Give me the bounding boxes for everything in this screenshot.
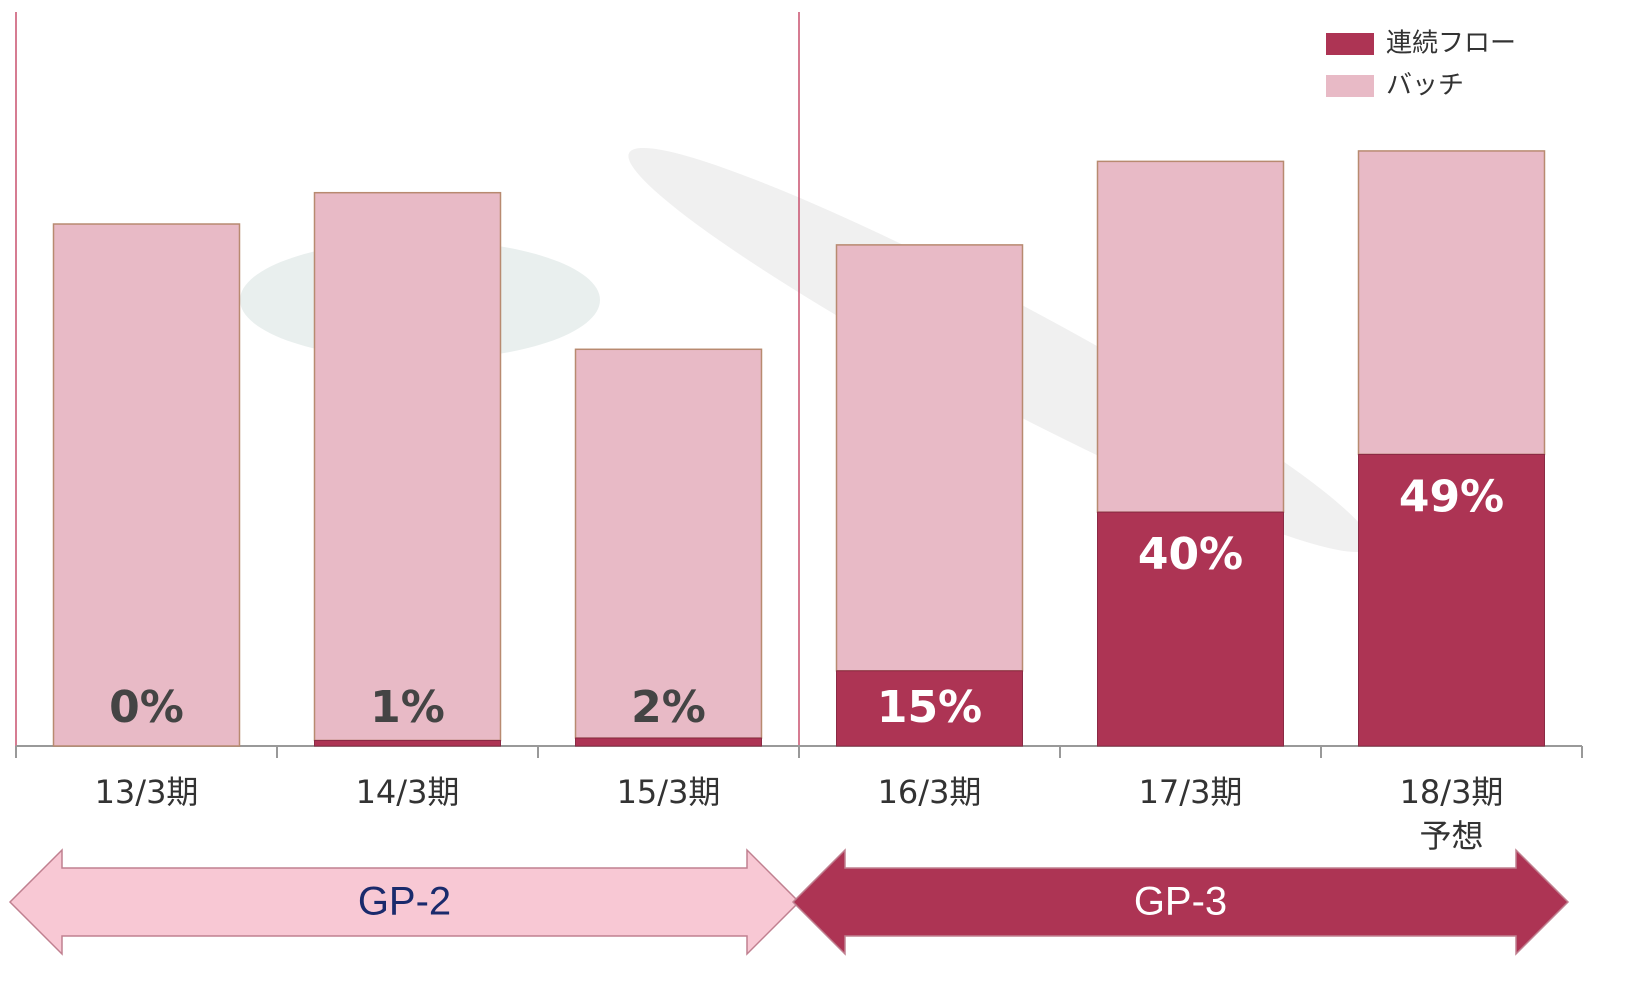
data-label: 49% [1399,471,1504,522]
bar-segment-continuous [836,670,1023,747]
data-label: 0% [109,682,184,733]
bar-segment-batch [835,244,1024,672]
bar-segment-continuous [1097,511,1284,747]
bar-segment-continuous [314,739,501,747]
bar-segment-batch [1357,150,1546,456]
data-label: 1% [370,682,445,733]
data-label: 2% [631,682,706,733]
x-tick-label: 14/3期 [355,773,460,811]
phase-label: GP-2 [358,880,451,924]
x-tick-label: 17/3期 [1138,773,1243,811]
x-tick-label: 18/3期 予想 [1399,773,1504,855]
x-tick-label: 16/3期 [877,773,982,811]
bar-segment-batch [1096,160,1285,513]
bar-segment-continuous [1358,453,1545,747]
legend-swatch [1326,33,1374,55]
bar-segment-batch [574,348,763,739]
bar-segment-batch [313,191,502,742]
bar-segment-batch [52,223,241,747]
legend-label: 連続フロー [1386,29,1516,59]
phase-arrow [791,848,1570,956]
data-label: 40% [1138,529,1243,580]
data-label: 15% [877,682,982,733]
x-tick-label: 13/3期 [94,773,199,811]
x-tick-label: 15/3期 [616,773,721,811]
phase-label: GP-3 [1134,880,1227,924]
legend-swatch [1326,75,1374,97]
legend-label: バッチ [1386,71,1464,101]
bar-segment-continuous [575,737,762,747]
